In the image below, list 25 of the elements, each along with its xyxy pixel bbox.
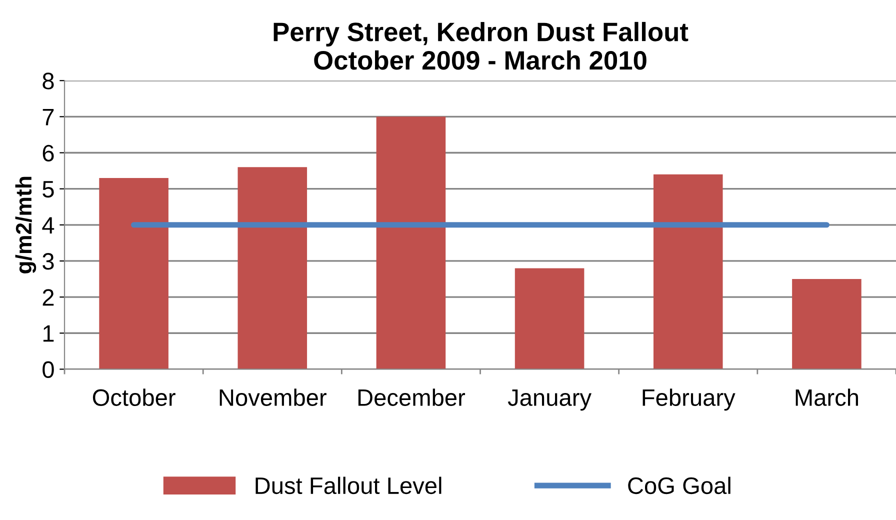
y-axis-title: g/m2/mth (15, 176, 36, 274)
x-tick-label: October (92, 388, 176, 406)
bar (653, 174, 723, 370)
y-tick-label: 6 (42, 144, 54, 162)
y-tick-label: 4 (42, 217, 54, 234)
y-tick-label: 1 (43, 325, 54, 342)
legend-label: Dust Fallout Level (256, 476, 442, 494)
bar (514, 268, 584, 370)
bar (792, 279, 862, 370)
bar (376, 116, 446, 370)
x-tick-label: January (508, 390, 592, 411)
x-tick-label: March (796, 388, 858, 406)
bar (99, 178, 168, 370)
chart-title: Perry Street, Kedron Dust Fallout October 2009 - March 2010 (274, 22, 688, 70)
y-tick-label: 7 (42, 108, 54, 126)
bar (238, 167, 308, 370)
x-tick-label: December (358, 388, 466, 406)
legend-label: CoG Goal (628, 476, 730, 494)
y-tick-label: 8 (42, 72, 54, 90)
y-tick-label: 5 (42, 181, 54, 198)
x-tick-label: November (220, 388, 326, 406)
y-tick-label: 0 (42, 361, 54, 378)
y-tick-label: 2 (42, 289, 54, 306)
x-tick-label: February (642, 388, 736, 411)
y-tick-label: 3 (42, 253, 54, 270)
